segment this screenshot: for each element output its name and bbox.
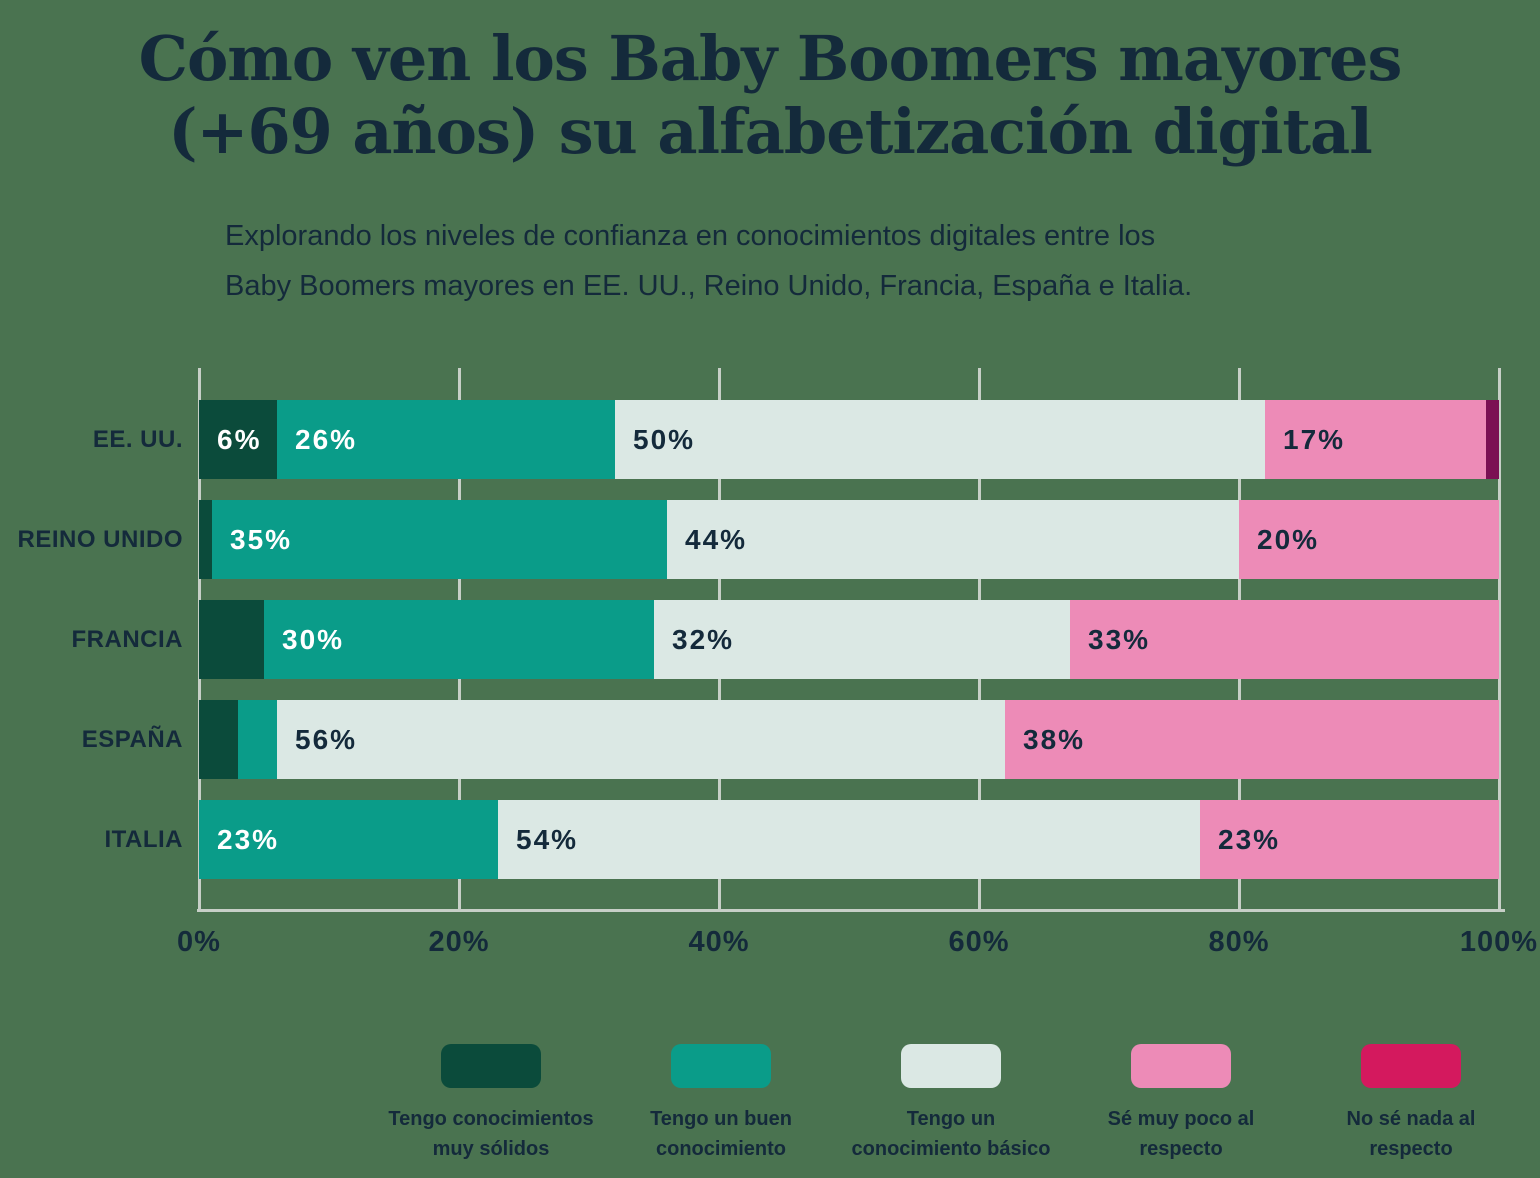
bar-value-label: 56% xyxy=(295,723,358,755)
x-tick-label: 80% xyxy=(1208,926,1270,958)
x-tick-label: 40% xyxy=(688,926,750,958)
bar-row-francia: 30% 32% 33% xyxy=(199,600,1499,679)
page-subtitle: Explorando los niveles de confianza en c… xyxy=(225,220,1193,302)
bar-segment xyxy=(1486,400,1499,479)
legend-label: No sé nada al respecto xyxy=(1346,1108,1476,1160)
bar-segment: 26% xyxy=(277,400,615,479)
bar-segment: 32% xyxy=(654,600,1070,679)
legend-item: Tengo un conocimiento básico xyxy=(836,1044,1066,1164)
legend-label: Sé muy poco al respecto xyxy=(1107,1108,1255,1160)
category-axis: EE. UU. REINO UNIDO FRANCIA ESPAÑA ITALIA xyxy=(0,368,183,909)
bar-segment xyxy=(199,600,264,679)
bar-value-label: 35% xyxy=(230,523,293,555)
bar-segment: 6% xyxy=(199,400,277,479)
bar-segment xyxy=(199,700,238,779)
category-label: ITALIA xyxy=(104,825,183,853)
bar-segment: 56% xyxy=(277,700,1005,779)
bar-row-reino-unido: 35% 44% 20% xyxy=(199,500,1499,579)
chart-legend: Tengo conocimientos muy sólidos Tengo un … xyxy=(376,1044,1526,1164)
bar-segment: 35% xyxy=(212,500,667,579)
x-tick-label: 100% xyxy=(1459,926,1539,958)
bar-value-label: 44% xyxy=(685,523,748,555)
bar-segment xyxy=(199,500,212,579)
x-tick-label: 0% xyxy=(177,926,221,958)
legend-item: Sé muy poco al respecto xyxy=(1066,1044,1296,1164)
bar-value-label: 54% xyxy=(516,823,579,855)
bar-segment xyxy=(238,700,277,779)
category-label: ESPAÑA xyxy=(81,725,183,753)
bar-segment: 23% xyxy=(1200,800,1499,879)
bar-value-label: 23% xyxy=(217,823,280,855)
bar-value-label: 32% xyxy=(672,623,735,655)
bar-value-label: 50% xyxy=(633,423,696,455)
x-axis-line xyxy=(197,909,1505,912)
bar-value-label: 17% xyxy=(1283,423,1346,455)
bar-value-label: 20% xyxy=(1257,523,1320,555)
bar-segment: 54% xyxy=(498,800,1200,879)
bar-value-label: 26% xyxy=(295,423,358,455)
bar-segment: 17% xyxy=(1265,400,1486,479)
legend-item: Tengo un buen conocimiento xyxy=(606,1044,836,1164)
legend-label: Tengo un buen conocimiento xyxy=(650,1108,792,1160)
bar-segment: 30% xyxy=(264,600,654,679)
gridline-100% xyxy=(1498,368,1501,909)
legend-swatch xyxy=(671,1044,771,1088)
legend-label: Tengo un conocimiento básico xyxy=(851,1108,1051,1160)
bar-row-espa-a: 56% 38% xyxy=(199,700,1499,779)
bar-value-label: 33% xyxy=(1088,623,1151,655)
legend-swatch xyxy=(901,1044,1001,1088)
legend-swatch xyxy=(1131,1044,1231,1088)
bar-value-label: 23% xyxy=(1218,823,1281,855)
bar-segment: 23% xyxy=(199,800,498,879)
bar-segment: 38% xyxy=(1005,700,1499,779)
bar-segment: 33% xyxy=(1070,600,1499,679)
bar-value-label: 38% xyxy=(1023,723,1086,755)
bar-value-label: 30% xyxy=(282,623,345,655)
legend-label: Tengo conocimientos muy sólidos xyxy=(388,1108,594,1160)
bar-row-ee-uu-: 6% 26% 50% 17% xyxy=(199,400,1499,479)
legend-swatch xyxy=(1361,1044,1461,1088)
page-title: Cómo ven los Baby Boomers mayores (+69 a… xyxy=(138,22,1403,169)
x-tick-label: 20% xyxy=(428,926,490,958)
category-label: REINO UNIDO xyxy=(17,525,183,553)
chart-area: 6% 26% 50% 17% 35% 44% 20% 30% 32% 33% 56% 38% 23% 54… xyxy=(198,368,1501,909)
x-axis-ticks: 0% 20% 40% 60% 80% 100% xyxy=(177,926,1537,976)
bar-segment: 20% xyxy=(1239,500,1499,579)
legend-item: No sé nada al respecto xyxy=(1296,1044,1526,1164)
category-label: FRANCIA xyxy=(71,625,183,653)
bar-row-italia: 23% 54% 23% xyxy=(199,800,1499,879)
x-tick-label: 60% xyxy=(948,926,1010,958)
bar-segment: 44% xyxy=(667,500,1239,579)
legend-item: Tengo conocimientos muy sólidos xyxy=(376,1044,606,1164)
legend-swatch xyxy=(441,1044,541,1088)
category-label: EE. UU. xyxy=(92,425,183,453)
bar-segment: 50% xyxy=(615,400,1265,479)
bar-value-label: 6% xyxy=(217,423,262,455)
